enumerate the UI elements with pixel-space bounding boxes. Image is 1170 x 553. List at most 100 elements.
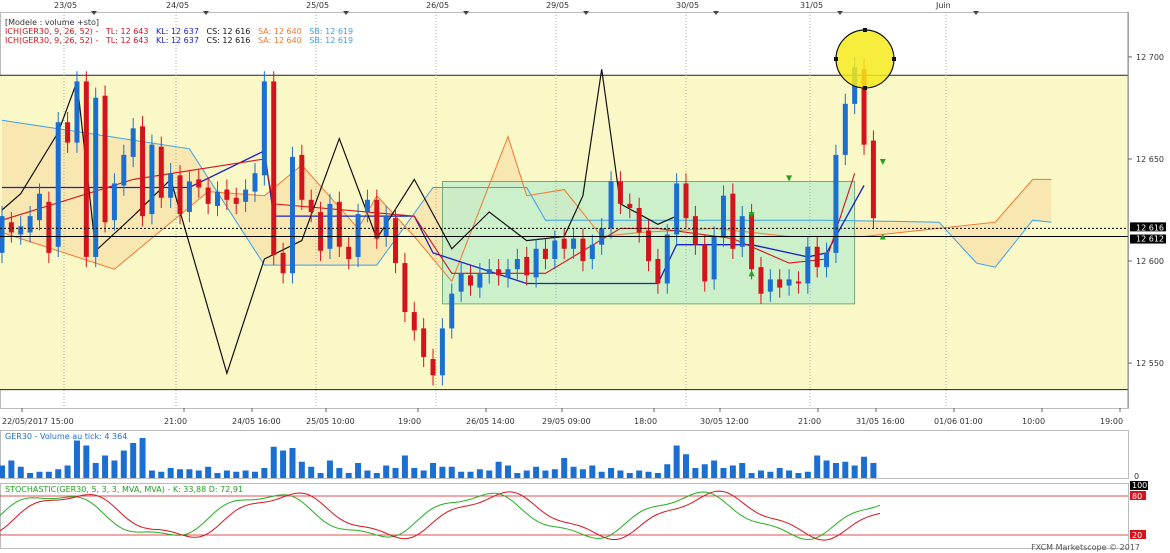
chart-legend: [Modele : volume +sto] ICH(GER30, 9, 26,… xyxy=(5,18,358,45)
top-date-marker-5 xyxy=(713,11,719,15)
volume-bar-78 xyxy=(729,465,736,478)
candle-18 xyxy=(168,173,174,198)
candle-0 xyxy=(0,216,5,253)
senkou-a-value: SA: 12 640 xyxy=(257,27,302,36)
volume-bar-88 xyxy=(823,460,830,478)
candle-40 xyxy=(374,199,380,239)
kijun-value-2: KL: 12 637 xyxy=(156,36,199,45)
candle-6 xyxy=(55,122,61,247)
time-label-5: 26/05 14:00 xyxy=(466,417,515,426)
candle-9 xyxy=(83,81,89,257)
candle-49 xyxy=(458,273,464,292)
candle-36 xyxy=(336,201,342,247)
volume-bar-35 xyxy=(326,460,333,478)
candle-55 xyxy=(514,258,520,270)
volume-bar-16 xyxy=(148,470,155,478)
time-label-12: 10:00 xyxy=(1022,417,1045,426)
candle-5 xyxy=(46,201,52,253)
senkou-b-line xyxy=(1,119,1052,268)
highlight-handle-1 xyxy=(892,57,896,61)
volume-bar-40 xyxy=(373,473,380,478)
volume-bar-48 xyxy=(448,466,455,478)
candle-16 xyxy=(149,144,155,215)
highlight-handle-2 xyxy=(863,28,867,32)
volume-bar-12 xyxy=(111,460,118,478)
volume-bar-89 xyxy=(832,463,839,478)
signal-arrow-0 xyxy=(786,175,793,182)
candle-19 xyxy=(177,175,183,215)
highlight-circle xyxy=(835,29,895,89)
candle-7 xyxy=(65,122,71,143)
volume-bar-86 xyxy=(804,471,811,478)
volume-bar-32 xyxy=(298,461,305,478)
top-date-0: 23/05 xyxy=(54,1,77,10)
candle-47 xyxy=(439,328,445,376)
candle-67 xyxy=(627,203,633,208)
volume-bar-58 xyxy=(542,470,549,478)
volume-bar-29 xyxy=(270,446,277,478)
volume-bar-31 xyxy=(289,448,296,478)
time-label-8: 30/05 12:00 xyxy=(700,417,749,426)
volume-bar-3 xyxy=(27,473,34,478)
volume-bar-93 xyxy=(870,463,877,478)
volume-bar-70 xyxy=(654,473,661,478)
candle-24 xyxy=(224,189,230,200)
top-date-marker-7 xyxy=(973,11,979,15)
volume-bar-75 xyxy=(701,464,708,478)
current-price-box-1 xyxy=(1130,222,1166,232)
candle-1 xyxy=(8,222,14,233)
volume-bar-69 xyxy=(645,471,652,478)
volume-bar-17 xyxy=(158,471,165,478)
volume-bar-79 xyxy=(739,463,746,478)
volume-bar-5 xyxy=(45,471,52,478)
ichimoku-cloud xyxy=(2,120,1052,282)
volume-bar-20 xyxy=(186,469,193,478)
candle-3 xyxy=(27,216,33,233)
candle-34 xyxy=(318,212,324,251)
candle-41 xyxy=(383,216,389,237)
volume-bar-92 xyxy=(861,456,868,478)
volume-bar-30 xyxy=(280,450,287,478)
volume-bar-45 xyxy=(420,470,427,478)
candle-44 xyxy=(411,312,417,331)
current-price-label-1: 12 616 xyxy=(1136,223,1164,232)
time-label-4: 19:00 xyxy=(398,417,421,426)
candle-31 xyxy=(289,156,295,274)
candle-28 xyxy=(261,81,267,176)
stoch-level-label-1: 80 xyxy=(1132,492,1142,501)
stoch-level-box-1 xyxy=(1130,491,1146,500)
time-label-10: 31/05 16:00 xyxy=(856,417,905,426)
model-label: [Modele : volume +sto] xyxy=(5,18,100,27)
candle-12 xyxy=(111,183,117,221)
signal-arrow-2 xyxy=(748,270,755,277)
time-label-9: 21:00 xyxy=(798,417,821,426)
volume-bar-41 xyxy=(383,465,390,478)
candle-65 xyxy=(608,181,614,229)
candle-11 xyxy=(102,95,108,223)
candle-79 xyxy=(739,216,745,247)
top-date-4: 29/05 xyxy=(546,1,569,10)
volume-bar-50 xyxy=(467,471,474,478)
candle-4 xyxy=(36,193,42,221)
stochastic-k-line xyxy=(0,491,881,541)
volume-bar-56 xyxy=(523,470,530,478)
volume-bar-27 xyxy=(251,471,258,478)
candle-60 xyxy=(561,238,567,249)
volume-bar-4 xyxy=(36,471,43,478)
chikou-value: CS: 12 616 xyxy=(206,27,251,36)
volume-bar-77 xyxy=(720,468,727,478)
volume-bar-34 xyxy=(317,473,324,478)
volume-bar-0 xyxy=(0,465,5,478)
candle-77 xyxy=(720,195,726,237)
price-tick-label-3: 12 700 xyxy=(1136,53,1164,62)
candle-87 xyxy=(814,246,820,268)
top-date-7: Juin xyxy=(935,1,951,10)
candle-81 xyxy=(758,267,764,294)
candle-22 xyxy=(205,187,211,204)
volume-bar-64 xyxy=(598,471,605,478)
volume-bar-63 xyxy=(589,465,596,478)
volume-panel-label: GER30 - Volume au tick: 4 364 xyxy=(5,432,128,441)
candle-29 xyxy=(271,81,277,255)
candle-38 xyxy=(355,214,361,257)
